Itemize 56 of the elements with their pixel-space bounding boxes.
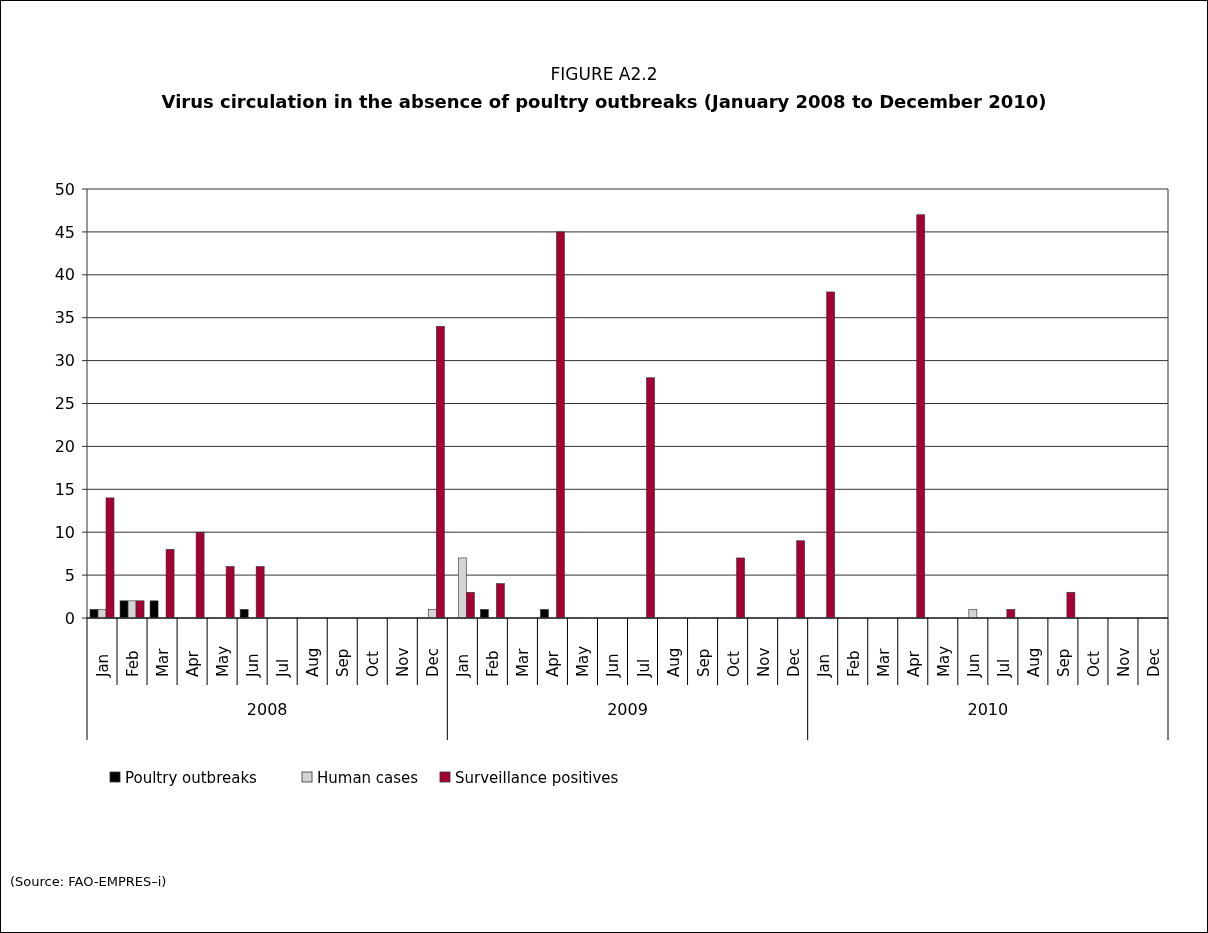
- x-tick-label: Jan: [814, 653, 833, 678]
- x-tick-label: Sep: [1054, 648, 1073, 677]
- x-tick-label: May: [934, 645, 953, 677]
- x-tick-label: Apr: [544, 650, 563, 677]
- x-tick-label: Jun: [604, 653, 623, 678]
- y-tick-label: 5: [64, 565, 75, 585]
- text: 2010: [967, 700, 1009, 719]
- y-tick-label: 45: [54, 222, 75, 242]
- x-tick-label: Dec: [1144, 647, 1163, 677]
- x-tick-label: Dec: [784, 647, 803, 677]
- x-tick-label: Feb: [484, 650, 503, 677]
- chart-title: FIGURE A2.2: [550, 64, 658, 84]
- y-tick-label: 20: [54, 437, 75, 456]
- x-tick-label: May: [214, 645, 233, 677]
- x-tick-label: Jul: [994, 658, 1013, 678]
- y-tick-label: 35: [54, 308, 75, 328]
- y-tick-label: 15: [54, 479, 75, 499]
- x-tick-label: Feb: [124, 650, 143, 677]
- legend-label: Poultry outbreaks: [125, 769, 258, 788]
- text: 2008: [246, 700, 288, 719]
- x-tick-label: Jun: [244, 653, 263, 678]
- y-tick-label: 25: [54, 394, 75, 414]
- x-tick-label: Nov: [754, 647, 773, 677]
- text: 2009: [607, 700, 648, 719]
- y-tick-label: 50: [54, 179, 75, 199]
- x-tick-label: Mar: [154, 647, 173, 677]
- x-tick-label: Jan: [94, 653, 113, 678]
- x-tick-label: Sep: [334, 648, 353, 677]
- y-tick-label: 30: [54, 351, 75, 371]
- x-tick-label: Oct: [364, 650, 383, 677]
- y-tick-label: 40: [54, 265, 75, 285]
- x-tick-label: Dec: [424, 647, 443, 677]
- x-tick-label: Apr: [184, 650, 203, 677]
- legend-label: Human cases: [317, 769, 419, 788]
- y-tick-label: 10: [54, 522, 75, 542]
- x-tick-label: Oct: [1084, 650, 1103, 677]
- x-tick-label: Aug: [1024, 647, 1043, 677]
- x-tick-label: Aug: [304, 647, 323, 677]
- x-tick-label: Mar: [874, 647, 893, 677]
- x-tick-label: Jan: [454, 653, 473, 678]
- text: (Source: FAO-EMPRES–i): [10, 874, 167, 889]
- y-tick-label: 0: [64, 608, 75, 628]
- x-tick-label: Jun: [964, 653, 983, 678]
- x-tick-label: Oct: [724, 650, 743, 677]
- x-tick-label: Sep: [694, 648, 713, 677]
- x-tick-label: Apr: [904, 650, 923, 677]
- legend-label: Surveillance positives: [455, 769, 619, 788]
- x-tick-label: Nov: [1114, 647, 1133, 677]
- x-tick-label: Mar: [514, 647, 533, 677]
- x-tick-label: Jul: [274, 658, 293, 678]
- x-tick-label: May: [574, 645, 593, 677]
- x-tick-label: Jul: [634, 658, 653, 678]
- x-tick-label: Aug: [664, 647, 683, 677]
- x-tick-label: Nov: [394, 647, 413, 677]
- x-tick-label: Feb: [844, 650, 863, 677]
- chart-subtitle: Virus circulation in the absence of poultry outbreaks (January 2008 to December 2010): [161, 91, 1047, 112]
